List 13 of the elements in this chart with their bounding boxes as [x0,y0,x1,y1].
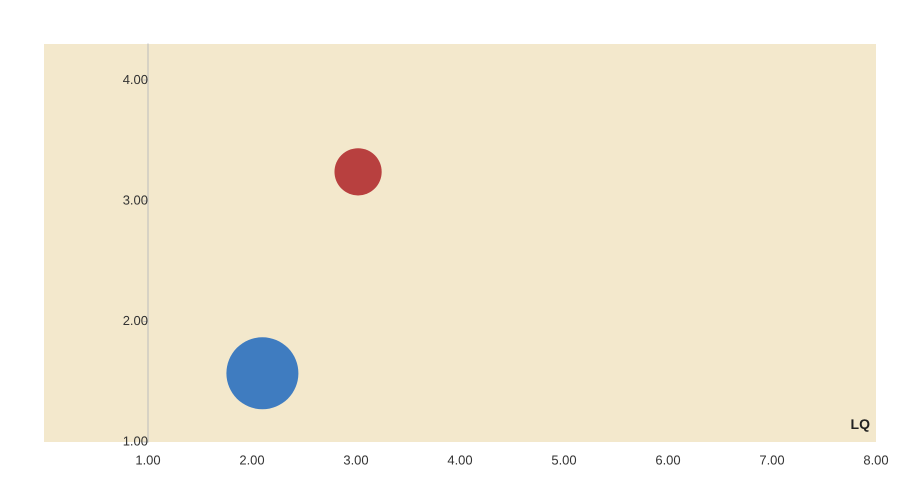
x-tick-label: 6.00 [655,452,681,468]
y-tick-label: 1.00 [122,434,148,449]
x-axis-title: LQ [850,416,870,432]
y-tick-label: 3.00 [122,192,148,208]
x-tick-label: 1.00 [135,452,161,468]
x-tick-label: 4.00 [447,452,473,468]
y-tick-label: 4.00 [122,72,148,87]
x-tick-label: 8.00 [863,452,889,468]
y-tick-label: 2.00 [122,312,148,328]
x-tick-label: 7.00 [759,452,785,468]
x-tick-label: 2.00 [239,452,265,468]
x-tick-label: 3.00 [343,452,369,468]
x-tick-label: 5.00 [551,452,577,468]
